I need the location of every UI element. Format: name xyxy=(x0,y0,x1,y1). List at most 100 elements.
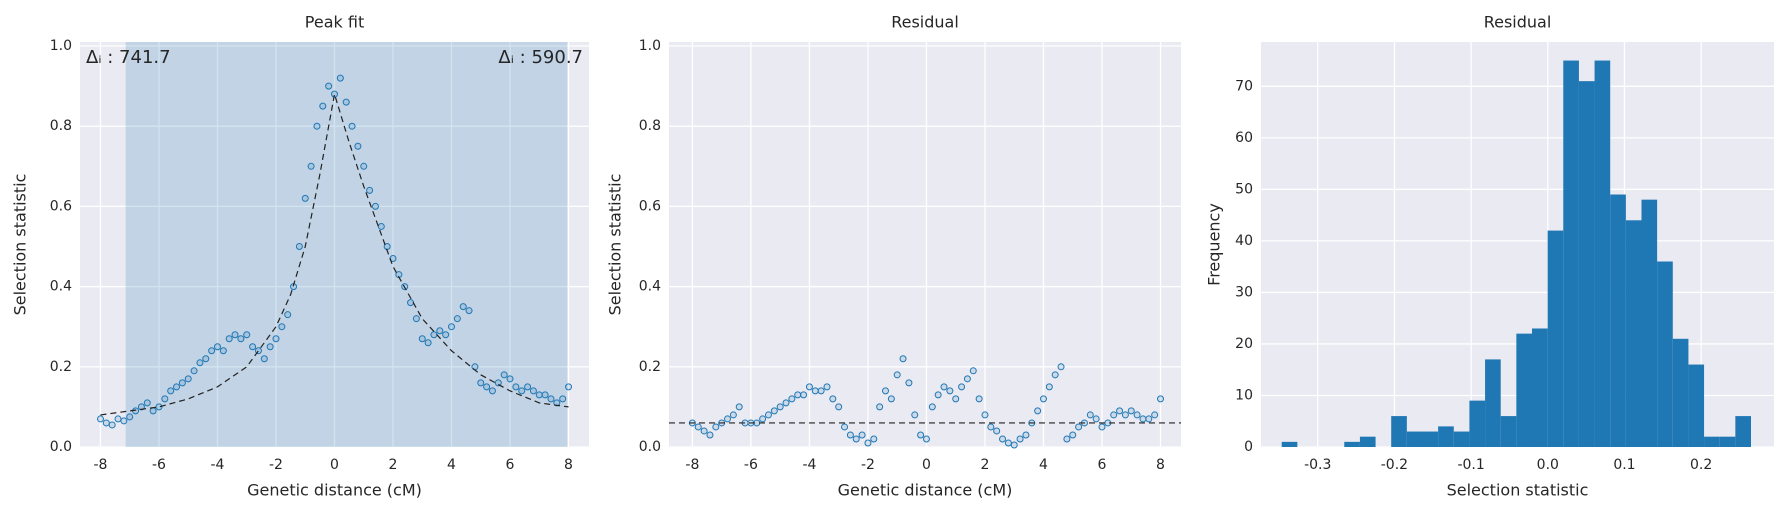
data-point xyxy=(1004,439,1012,447)
data-point xyxy=(1016,435,1024,443)
data-point xyxy=(1069,431,1077,439)
y-tick-label: 0.0 xyxy=(50,439,72,455)
data-point xyxy=(518,387,526,395)
data-point xyxy=(506,375,514,383)
data-point xyxy=(360,162,368,170)
histogram-bar xyxy=(1485,359,1501,447)
data-point xyxy=(231,331,239,339)
data-point xyxy=(928,403,936,411)
data-point xyxy=(975,395,983,403)
data-point xyxy=(1022,431,1030,439)
data-point xyxy=(126,413,134,421)
y-tick-label: 10 xyxy=(1235,387,1253,403)
x-tick-label: -2 xyxy=(269,457,283,473)
y-tick-label: 0.6 xyxy=(50,198,72,214)
data-point xyxy=(278,323,286,331)
data-point xyxy=(477,379,485,387)
y-tick-label: 0.2 xyxy=(639,359,661,375)
x-tick-label: -0.2 xyxy=(1381,457,1408,473)
y-tick-label: 50 xyxy=(1235,181,1253,197)
x-tick-label: 0 xyxy=(330,457,339,473)
histogram-bar xyxy=(1438,426,1454,447)
x-tick-label: -6 xyxy=(744,457,758,473)
data-point xyxy=(712,423,720,431)
histogram-bar xyxy=(1453,431,1470,447)
data-point xyxy=(249,343,257,351)
data-point xyxy=(541,391,549,399)
histogram-bar xyxy=(1625,220,1642,447)
y-tick-label: 20 xyxy=(1235,336,1253,352)
data-point xyxy=(841,423,849,431)
data-point xyxy=(811,387,819,395)
y-tick-label: 0.8 xyxy=(50,118,72,134)
data-point xyxy=(794,391,802,399)
data-point xyxy=(887,395,895,403)
y-tick-label: 0.2 xyxy=(50,359,72,375)
data-point xyxy=(846,431,854,439)
data-point xyxy=(377,222,385,230)
data-point xyxy=(535,391,543,399)
data-point xyxy=(1139,415,1147,423)
y-tick-label: 0.6 xyxy=(639,198,661,214)
data-point xyxy=(313,122,321,130)
y-tick-label: 0.4 xyxy=(639,279,661,295)
y-axis-label: Frequency xyxy=(1205,203,1224,286)
data-point xyxy=(213,343,221,351)
chart-title: Peak fit xyxy=(305,13,364,32)
data-point xyxy=(700,427,708,435)
data-point xyxy=(325,82,333,90)
data-point xyxy=(946,387,954,395)
y-tick-label: 30 xyxy=(1235,284,1253,300)
data-point xyxy=(149,407,157,415)
data-point xyxy=(1057,363,1065,371)
data-point xyxy=(96,415,104,423)
histogram-bar xyxy=(1578,81,1595,447)
data-point xyxy=(858,431,866,439)
data-point xyxy=(1051,371,1059,379)
data-point xyxy=(465,307,473,315)
annotation: Δᵢ : 590.7 xyxy=(498,47,583,68)
data-point xyxy=(319,102,327,110)
data-point xyxy=(940,383,948,391)
data-point xyxy=(729,411,737,419)
data-point xyxy=(143,399,151,407)
x-tick-label: 0.2 xyxy=(1690,457,1712,473)
x-tick-label: -8 xyxy=(685,457,699,473)
data-point xyxy=(565,383,573,391)
data-point xyxy=(1121,411,1129,419)
data-point xyxy=(342,98,350,106)
data-point xyxy=(500,371,508,379)
data-point xyxy=(893,371,901,379)
plot-area xyxy=(669,42,1181,447)
data-point xyxy=(161,395,169,403)
data-point xyxy=(969,367,977,375)
y-tick-label: 70 xyxy=(1235,78,1253,94)
data-point xyxy=(764,411,772,419)
data-point xyxy=(899,355,907,363)
data-point xyxy=(1039,395,1047,403)
histogram-bar xyxy=(1719,436,1736,447)
y-tick-label: 60 xyxy=(1235,130,1253,146)
data-point xyxy=(366,186,374,194)
x-tick-label: 4 xyxy=(447,457,456,473)
data-point xyxy=(922,435,930,443)
histogram-bar xyxy=(1531,328,1548,447)
histogram-bar xyxy=(1422,431,1439,447)
y-axis-label: Selection statistic xyxy=(606,174,625,316)
data-point xyxy=(512,383,520,391)
data-point xyxy=(934,391,942,399)
x-axis-label: Genetic distance (cM) xyxy=(247,481,422,500)
data-point xyxy=(184,375,192,383)
data-point xyxy=(958,383,966,391)
data-point xyxy=(1157,395,1165,403)
histogram-bar xyxy=(1359,436,1376,447)
histogram-bar xyxy=(1657,261,1673,447)
data-point xyxy=(829,395,837,403)
y-tick-label: 0.8 xyxy=(639,118,661,134)
data-point xyxy=(260,355,268,363)
data-point xyxy=(864,439,872,447)
data-point xyxy=(905,379,913,387)
data-point xyxy=(759,415,767,423)
data-point xyxy=(993,427,1001,435)
histogram-bar xyxy=(1547,230,1564,447)
